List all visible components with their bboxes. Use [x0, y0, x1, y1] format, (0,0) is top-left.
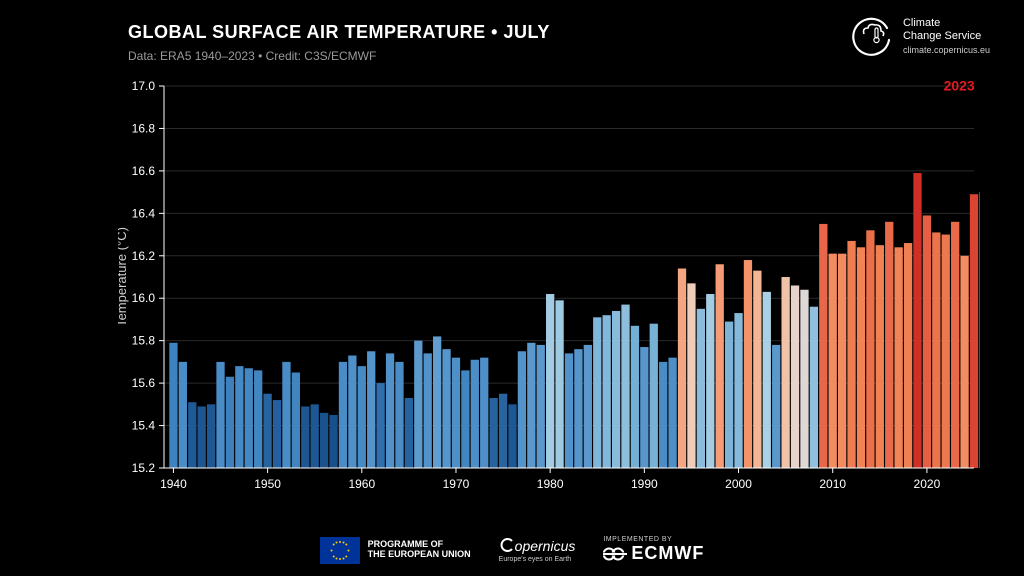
ecmwf-text: ECMWF [631, 543, 704, 564]
svg-text:15.6: 15.6 [132, 376, 156, 390]
svg-text:1980: 1980 [537, 477, 564, 491]
svg-text:Temperature (°C): Temperature (°C) [118, 227, 129, 327]
eu-programme: PROGRAMME OF THE EUROPEAN UNION [320, 537, 471, 564]
svg-text:2010: 2010 [819, 477, 846, 491]
copernicus-logo: opernicus Europe's eyes on Earth [499, 537, 576, 563]
brand-url: climate.copernicus.eu [903, 45, 990, 55]
svg-text:17.0: 17.0 [132, 79, 156, 93]
eu-text: PROGRAMME OF THE EUROPEAN UNION [368, 540, 471, 560]
copernicus-text: opernicus [515, 538, 576, 554]
svg-text:16.4: 16.4 [132, 206, 156, 220]
ecmwf-wordmark: ECMWF [603, 543, 704, 564]
copernicus-c-icon [499, 537, 515, 553]
implemented-by-label: IMPLEMENTED BY [603, 536, 704, 543]
svg-text:16.0: 16.0 [132, 291, 156, 305]
ecmwf-logo: IMPLEMENTED BY ECMWF [603, 536, 704, 564]
svg-text:16.8: 16.8 [132, 121, 156, 135]
footer-logos: PROGRAMME OF THE EUROPEAN UNION opernicu… [0, 536, 1024, 564]
svg-text:1970: 1970 [443, 477, 470, 491]
chart-subtitle: Data: ERA5 1940–2023 • Credit: C3S/ECMWF [128, 49, 550, 63]
chart-header: GLOBAL SURFACE AIR TEMPERATURE • JULY Da… [128, 22, 550, 63]
svg-text:1950: 1950 [254, 477, 281, 491]
eu-line2: THE EUROPEAN UNION [368, 550, 471, 560]
svg-text:15.8: 15.8 [132, 334, 156, 348]
temperature-bar-chart: 15.2 15.4 15.6 15.8 16.0 16.2 16.4 16.6 16.8 17.0… [118, 78, 980, 496]
svg-text:1960: 1960 [348, 477, 375, 491]
climate-logo-icon [849, 14, 893, 58]
ecmwf-icon [603, 546, 627, 562]
svg-text:2000: 2000 [725, 477, 752, 491]
brand-top-text: Climate Change Service climate.copernicu… [903, 17, 990, 55]
svg-text:1990: 1990 [631, 477, 658, 491]
svg-text:16.2: 16.2 [132, 249, 156, 263]
copernicus-wordmark: opernicus [499, 538, 576, 554]
svg-text:2020: 2020 [914, 477, 941, 491]
eu-flag-icon [320, 537, 360, 564]
chart-title: GLOBAL SURFACE AIR TEMPERATURE • JULY [128, 22, 550, 43]
brand-line2: Change Service [903, 30, 990, 43]
brand-top: Climate Change Service climate.copernicu… [849, 14, 990, 58]
brand-line1: Climate [903, 17, 990, 30]
svg-text:2023: 2023 [944, 78, 975, 94]
svg-text:1940: 1940 [160, 477, 187, 491]
svg-text:16.6: 16.6 [132, 164, 156, 178]
svg-text:15.4: 15.4 [132, 419, 156, 433]
copernicus-tagline: Europe's eyes on Earth [499, 556, 576, 563]
svg-text:15.2: 15.2 [132, 461, 156, 475]
